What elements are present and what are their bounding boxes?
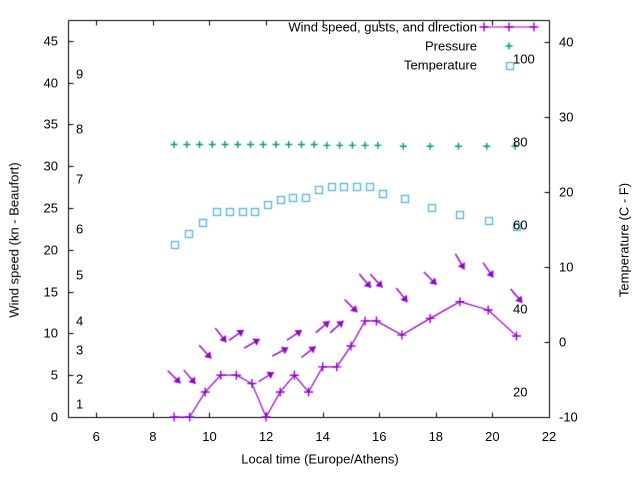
fahrenheit-scale-label: 40 [513, 301, 528, 317]
beaufort-scale-label: 8 [76, 121, 84, 137]
y-axis-right-tick: 40 [559, 34, 574, 50]
y-axis-left-tick: 35 [43, 116, 58, 132]
y-axis-left-title: Wind speed (kn - Beaufort) [6, 162, 22, 318]
y-axis-right-tick: -10 [559, 409, 578, 425]
fahrenheit-scale-label: 100 [513, 51, 535, 67]
beaufort-scale-label: 7 [76, 171, 84, 187]
beaufort-scale-label: 9 [76, 66, 84, 82]
y-axis-right-tick: 30 [559, 109, 574, 125]
beaufort-scale-label: 6 [76, 221, 84, 237]
y-axis-right-tick: 20 [559, 184, 574, 200]
x-axis-tick: 22 [541, 429, 557, 444]
y-axis-right-tick: 0 [559, 334, 567, 350]
y-axis-left-tick: 45 [43, 33, 58, 49]
beaufort-scale-label: 2 [76, 371, 84, 387]
y-axis-left-tick: 40 [43, 75, 58, 91]
x-axis-tick: 14 [315, 429, 330, 444]
legend-label: Wind speed, gusts, and direction [288, 19, 477, 35]
x-axis-tick: 18 [428, 429, 444, 444]
beaufort-scale-label: 4 [76, 313, 84, 329]
fahrenheit-scale-label: 20 [513, 384, 528, 400]
fahrenheit-scale-label: 60 [513, 217, 528, 233]
y-axis-left-tick: 20 [43, 242, 58, 258]
beaufort-scale-label: 3 [76, 342, 84, 358]
y-axis-left-tick: 25 [43, 200, 58, 216]
x-axis-tick: 16 [372, 429, 387, 444]
x-axis-tick: 10 [202, 429, 217, 444]
y-axis-right-tick: 10 [559, 259, 574, 275]
beaufort-scale-label: 1 [76, 396, 84, 412]
legend-label: Pressure [424, 38, 477, 54]
y-axis-left-tick: 0 [50, 409, 58, 425]
y-axis-right-title: Temperature (C - F) [616, 182, 632, 298]
x-axis-tick: 6 [92, 429, 100, 444]
legend-label: Temperature [404, 57, 477, 73]
fahrenheit-scale-label: 80 [513, 134, 528, 150]
x-axis-tick: 20 [485, 429, 500, 444]
y-axis-left-tick: 5 [50, 367, 58, 383]
beaufort-scale-label: 5 [76, 267, 84, 283]
x-axis-title: Local time (Europe/Athens) [241, 451, 399, 467]
y-axis-left-tick: 10 [43, 325, 58, 341]
y-axis-left-tick: 15 [43, 284, 58, 300]
x-axis-tick: 8 [149, 429, 157, 444]
y-axis-left-tick: 30 [43, 158, 58, 174]
x-axis-tick: 12 [258, 429, 274, 444]
